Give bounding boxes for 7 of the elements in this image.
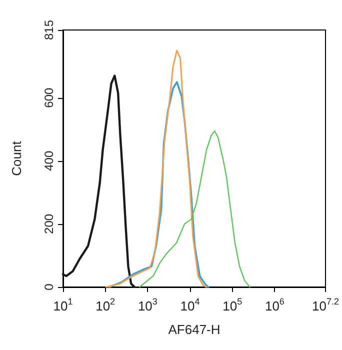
y-tick-label: 815 xyxy=(42,20,56,40)
y-tick-label: 0 xyxy=(42,283,56,290)
y-axis-title: Count xyxy=(9,140,24,176)
y-tick-label: 600 xyxy=(42,87,56,108)
y-tick-label: 400 xyxy=(42,150,56,171)
y-tick-label: 200 xyxy=(42,214,56,234)
x-axis-title: AF647-H xyxy=(168,322,220,337)
